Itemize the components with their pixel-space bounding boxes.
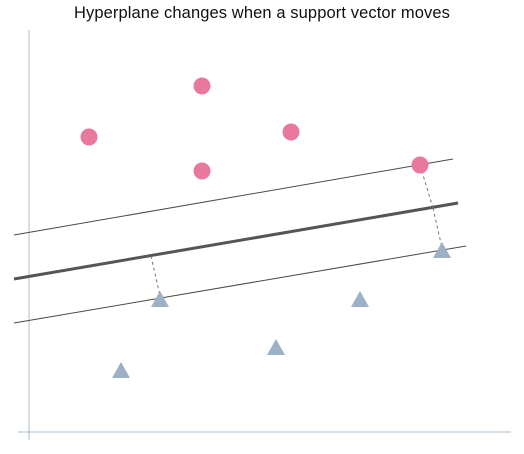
support-vector-connector: [150, 255, 161, 297]
lower-margin-line: [13, 245, 467, 324]
hyperplane-line: [13, 201, 459, 281]
triangle-support-vector: [151, 291, 169, 307]
circle-point: [193, 77, 211, 95]
triangle-support-vector: [433, 242, 451, 258]
triangle-point: [351, 291, 369, 307]
support-vector-connector: [432, 207, 443, 249]
circle-point: [80, 128, 98, 146]
upper-margin-line: [13, 158, 454, 236]
circle-point: [282, 123, 300, 141]
circle-support-vector: [411, 156, 429, 174]
diagram-title: Hyperplane changes when a support vector…: [73, 4, 451, 22]
triangle-point: [267, 339, 285, 355]
circle-point: [193, 162, 211, 180]
triangle-point: [112, 362, 130, 378]
